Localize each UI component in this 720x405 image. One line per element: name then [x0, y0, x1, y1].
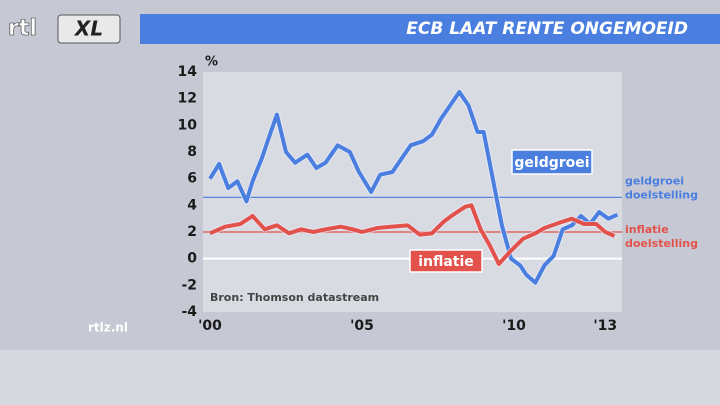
y-tick-label: 8 [187, 144, 197, 160]
title-banner [140, 14, 720, 44]
y-unit: % [205, 55, 218, 70]
legend-label: geldgroei [514, 155, 589, 171]
bottom-band [0, 350, 720, 405]
footer: rtlz.nl [88, 321, 128, 335]
y-tick-label: 0 [187, 251, 197, 267]
y-tick-label: 4 [187, 197, 197, 213]
legend-label: inflatie [418, 254, 474, 270]
logo-box [57, 14, 121, 44]
series-label-box [511, 149, 593, 175]
x-tick-label: '00 [198, 318, 222, 334]
x-tick-label: '10 [502, 318, 526, 334]
y-tick-label: 2 [187, 224, 197, 240]
x-tick-label: '13 [593, 318, 617, 334]
y-tick-label: 14 [178, 64, 198, 80]
y-tick-label: -4 [181, 304, 197, 320]
series-label-box [409, 249, 483, 273]
logo-rtl: rtl [8, 16, 37, 41]
reference-label: geldgroei [625, 174, 684, 187]
series-line [209, 203, 616, 266]
reference-label: doelstelling [625, 188, 698, 201]
reference-label: doelstelling [625, 237, 698, 250]
logo-xl: XL [73, 17, 103, 41]
y-tick-label: 6 [187, 171, 197, 187]
y-tick-label: -2 [181, 277, 197, 293]
chart-title: ECB LAAT RENTE ONGEMOEID [406, 19, 688, 39]
x-tick-label: '05 [350, 318, 374, 334]
reference-label: inflatie [625, 223, 669, 236]
y-tick-label: 10 [178, 117, 198, 133]
series-line [208, 90, 619, 285]
plot-area [203, 72, 622, 312]
y-tick-label: 12 [178, 91, 197, 107]
source: Bron: Thomson datastream [210, 291, 379, 304]
